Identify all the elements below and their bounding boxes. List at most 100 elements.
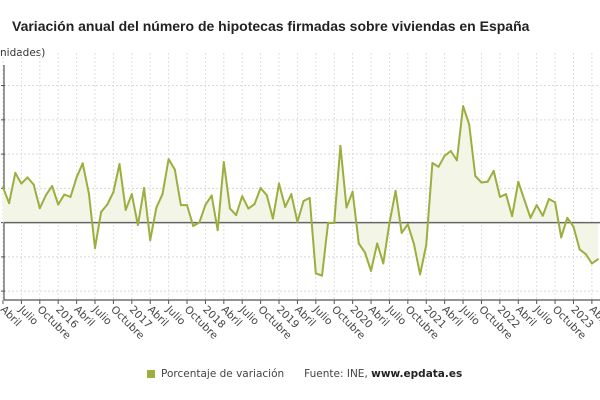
data-point [235,214,238,217]
data-point [412,243,415,246]
data-point [541,214,544,217]
data-point [20,182,23,185]
data-point [112,191,115,194]
data-point [130,193,133,196]
data-point [474,175,477,178]
data-point [523,199,526,202]
legend-swatch [147,370,155,378]
data-point [143,187,146,190]
data-point [38,207,41,210]
data-point [247,207,250,210]
data-point [462,105,465,108]
data-point [419,273,422,276]
data-point [468,123,471,126]
data-point [302,200,305,203]
data-point [480,181,483,184]
data-point [173,168,176,171]
data-point [431,161,434,164]
legend-label: Porcentaje de variación [161,368,285,380]
data-point [517,180,520,183]
legend: Porcentaje de variación Fuente: INE, www… [147,368,462,380]
data-point [486,180,489,183]
data-point [106,203,109,206]
data-point [32,183,35,186]
data-point [370,269,373,272]
data-point [351,190,354,193]
data-point [118,163,121,166]
data-point [425,244,428,247]
data-point [339,144,342,147]
data-point [590,262,593,265]
data-point [529,216,532,219]
data-point [320,274,323,277]
data-point [547,197,550,200]
y-axis-label: nidades) [0,47,46,59]
data-point [584,253,587,256]
source-text: Fuente: INE, www.epdata.es [304,368,462,380]
data-point [504,193,507,196]
data-point [81,162,84,165]
data-point [216,229,219,232]
data-point [597,258,599,261]
data-point [345,206,348,209]
data-point [124,208,127,211]
chart-title: Variación anual del número de hipotecas … [12,18,530,34]
data-point [492,169,495,172]
data-point [511,215,514,218]
source-link[interactable]: www.epdata.es [371,368,463,380]
data-point [57,203,60,206]
data-point [210,194,213,197]
data-point [136,224,139,227]
data-point [192,225,195,228]
data-point [333,221,336,224]
data-point [253,203,256,206]
data-point [204,204,207,207]
data-point [161,193,164,196]
data-point [554,201,557,204]
data-point [69,195,72,198]
data-point [2,186,4,189]
data-point [327,221,330,224]
data-point [400,231,403,234]
data-point [394,189,397,192]
plot-area: AbrilJulioOctubre2016AbrilJulioOctubre20… [0,53,600,342]
data-point [566,216,569,219]
data-point [94,246,97,249]
data-point [63,193,66,196]
data-point [449,150,452,153]
data-point [572,225,575,228]
data-point [296,220,299,223]
data-point [278,182,281,185]
data-point [149,239,152,242]
data-point [51,184,54,187]
data-point [14,171,17,174]
data-point [437,165,440,168]
data-point [314,272,317,275]
data-point [228,207,231,210]
data-point [406,223,409,226]
data-point [363,251,366,254]
data-point [376,242,379,245]
data-point [284,205,287,208]
data-point [259,187,262,190]
data-point [241,195,244,198]
data-point [560,236,563,239]
data-point [535,204,538,207]
data-point [100,210,103,213]
data-point [44,194,47,197]
data-point [443,154,446,157]
data-point [290,193,293,196]
data-point [578,248,581,251]
data-point [87,192,90,195]
data-point [308,196,311,199]
data-point [222,160,225,163]
data-point [179,204,182,207]
source-prefix: Fuente: INE, [304,368,372,380]
data-point [155,206,158,209]
data-point [198,221,201,224]
data-point [26,176,29,179]
data-point [186,204,189,207]
data-point [167,158,170,161]
data-point [8,202,11,205]
